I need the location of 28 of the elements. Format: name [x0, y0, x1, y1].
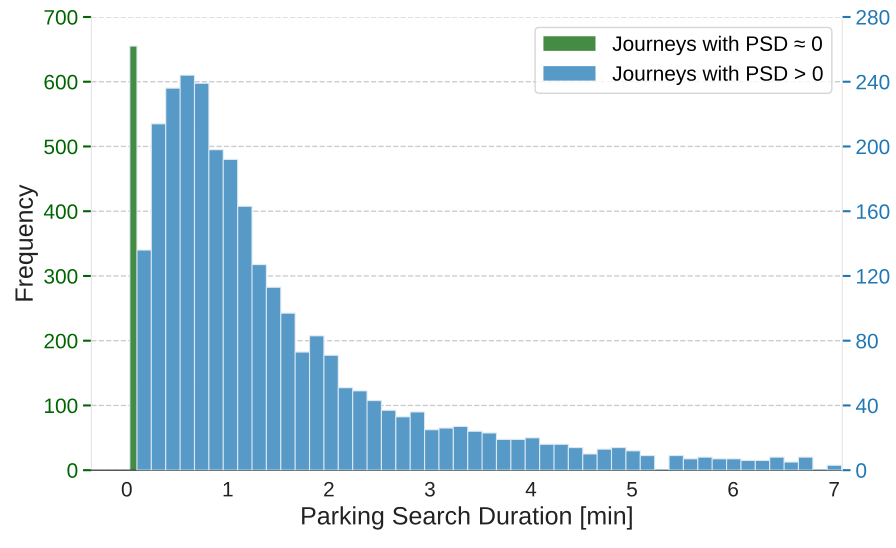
x-tick-label: 5	[627, 482, 637, 497]
x-tick-label: 0	[122, 482, 132, 497]
y2-tick-label: 200	[856, 139, 890, 154]
y-tick-label: 200	[44, 334, 78, 348]
x-axis-title: Parking Search Duration [min]	[302, 506, 632, 530]
y2-tick-label: 120	[857, 268, 890, 284]
y-tick-label: 700	[44, 10, 78, 25]
y-tick-label: 600	[44, 74, 78, 90]
x-tick-label: 7	[829, 482, 839, 496]
y2-tick-label: 80	[856, 334, 878, 348]
y-tick-label: 400	[44, 204, 78, 219]
x-tick-label: 1	[224, 482, 233, 496]
y-tick-label: 0	[67, 463, 78, 478]
legend-label: Journeys with PSD ≈ 0	[612, 36, 822, 56]
y-tick-label: 500	[44, 139, 78, 154]
y2-tick-label: 240	[856, 74, 890, 90]
y2-tick-label: 0	[856, 463, 866, 478]
y-tick-label: 100	[45, 398, 78, 414]
legend-label: Journeys with PSD > 0	[612, 66, 823, 85]
x-tick-label: 3	[424, 482, 435, 497]
y-tick-label: 300	[44, 268, 78, 284]
y-axis-title: Frequency	[16, 184, 38, 301]
y2-tick-label: 160	[857, 204, 890, 219]
x-tick-label: 2	[324, 482, 334, 496]
x-tick-label: 6	[728, 482, 738, 497]
y2-tick-label: 40	[856, 398, 878, 414]
y2-tick-label: 280	[856, 10, 890, 25]
x-tick-label: 4	[526, 482, 536, 496]
